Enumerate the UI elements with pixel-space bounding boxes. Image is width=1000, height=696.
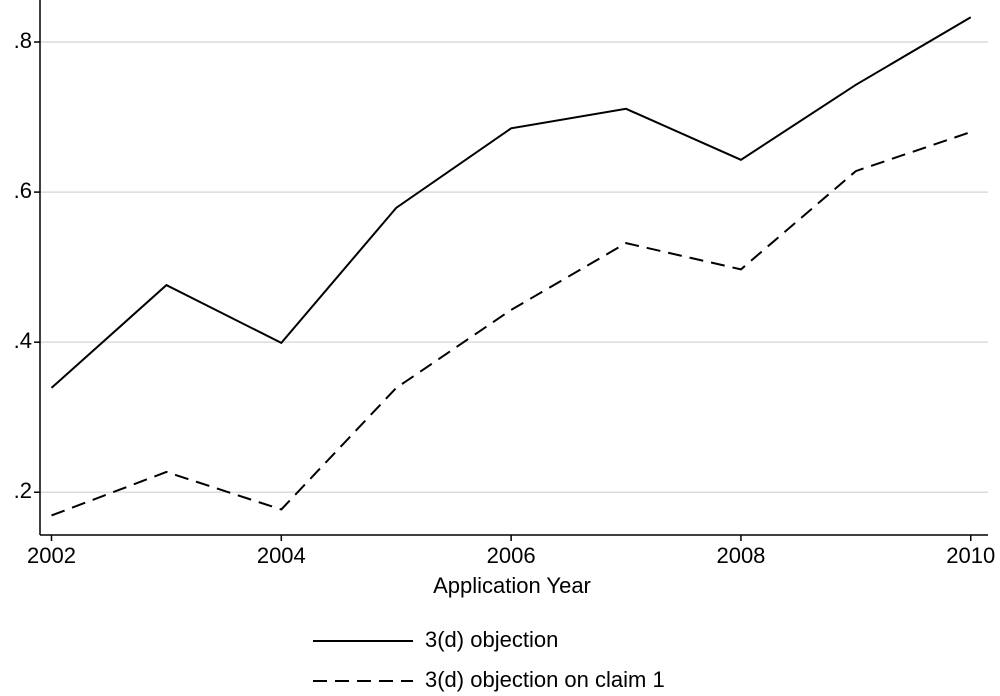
legend-label: 3(d) objection: [425, 627, 558, 652]
x-tick-label: 2004: [257, 543, 306, 568]
x-axis-title: Application Year: [433, 573, 591, 598]
x-tick-label: 2002: [27, 543, 76, 568]
y-tick-label: .6: [14, 178, 32, 203]
legend-label: 3(d) objection on claim 1: [425, 667, 665, 692]
series-line: [51, 131, 972, 517]
series-line: [50, 16, 972, 389]
y-tick-label: .2: [14, 478, 32, 503]
y-tick-label: .4: [14, 328, 32, 353]
x-tick-label: 2006: [487, 543, 536, 568]
y-tick-label: .8: [14, 28, 32, 53]
x-tick-label: 2010: [946, 543, 995, 568]
x-tick-label: 2008: [716, 543, 765, 568]
